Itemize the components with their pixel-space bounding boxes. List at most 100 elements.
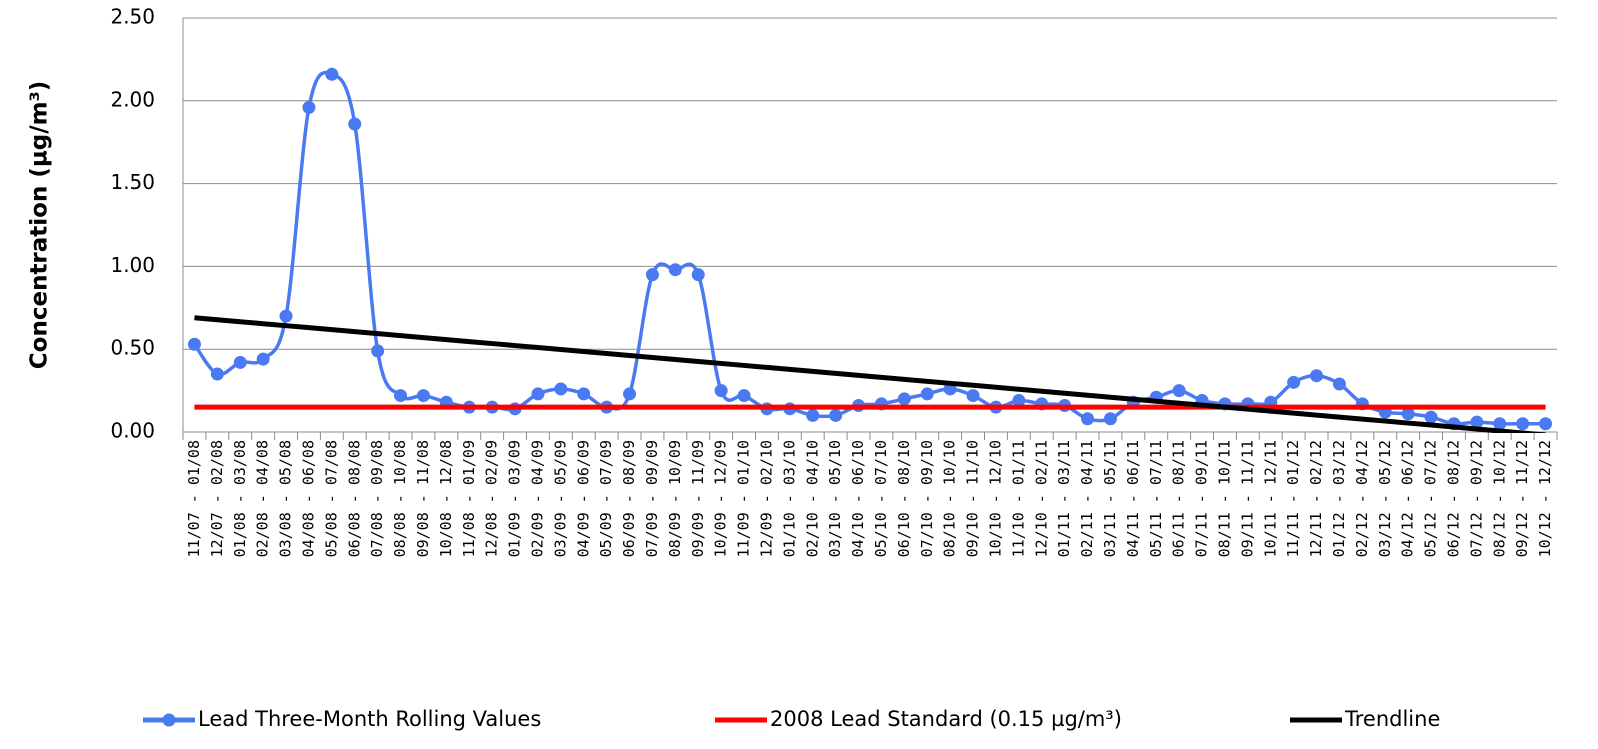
data-point: [348, 117, 362, 131]
data-point: [256, 352, 270, 366]
x-tick-label: 03/08 - 05/08: [277, 440, 295, 557]
data-point: [1493, 417, 1507, 431]
legend-label: 2008 Lead Standard (0.15 µg/m³): [770, 707, 1122, 731]
x-tick-label: 11/08 - 01/09: [460, 440, 478, 557]
x-tick-label: 05/11 - 07/11: [1147, 440, 1165, 557]
x-tick-label: 06/08 - 08/08: [345, 440, 363, 557]
x-tick-label: 05/09 - 07/09: [597, 440, 615, 557]
data-point: [1172, 384, 1186, 398]
x-tick-label: 10/11 - 12/11: [1261, 440, 1279, 557]
data-point: [829, 408, 843, 422]
x-tick-label: 12/11 - 02/12: [1307, 440, 1325, 557]
x-tick-label: 10/10 - 12/10: [986, 440, 1004, 557]
x-tick-label: 01/12 - 03/12: [1330, 440, 1348, 557]
x-tick-label: 08/09 - 10/09: [666, 440, 684, 557]
x-tick-label: 10/09 - 12/09: [712, 440, 730, 557]
plot-series: [187, 67, 1553, 433]
data-point: [806, 408, 820, 422]
data-point: [302, 100, 316, 114]
x-tick-label: 09/10 - 11/10: [964, 440, 982, 557]
data-point: [737, 389, 751, 403]
data-point: [1332, 377, 1346, 391]
x-tick-label: 06/09 - 08/09: [620, 440, 638, 557]
x-tick-label: 01/08 - 03/08: [231, 440, 249, 557]
data-point: [577, 387, 591, 401]
x-tick-label: 03/12 - 05/12: [1376, 440, 1394, 557]
data-point: [210, 367, 224, 381]
data-point: [279, 309, 293, 323]
data-point: [1012, 394, 1026, 408]
data-point: [920, 387, 934, 401]
x-tick-label: 06/12 - 08/12: [1444, 440, 1462, 557]
x-tick-label: 07/09 - 09/09: [643, 440, 661, 557]
x-tick-label: 07/12 - 09/12: [1467, 440, 1485, 557]
x-tick-label: 01/11 - 03/11: [1055, 440, 1073, 557]
data-point: [1424, 410, 1438, 424]
x-tick-label: 12/08 - 02/09: [483, 440, 501, 557]
data-point: [897, 392, 911, 406]
x-tick-label: 02/12 - 04/12: [1353, 440, 1371, 557]
x-tick-label: 11/09 - 01/10: [735, 440, 753, 557]
x-tick-label: 09/08 - 11/08: [414, 440, 432, 557]
y-tick-label: 0.50: [110, 336, 155, 360]
x-tick-label: 05/08 - 07/08: [322, 440, 340, 557]
x-tick-label: 09/11 - 11/11: [1238, 440, 1256, 557]
x-tick-label: 07/10 - 09/10: [918, 440, 936, 557]
data-point: [691, 268, 705, 282]
legend-label: Lead Three-Month Rolling Values: [198, 707, 541, 731]
x-tick-label: 04/11 - 06/11: [1124, 440, 1142, 557]
data-point: [1516, 417, 1530, 431]
x-tick-label: 07/08 - 09/08: [368, 440, 386, 557]
x-tick-label: 07/11 - 09/11: [1193, 440, 1211, 557]
data-point: [233, 355, 247, 369]
x-tick-label: 06/10 - 08/10: [895, 440, 913, 557]
x-tick-label: 06/11 - 08/11: [1170, 440, 1188, 557]
y-tick-label: 2.50: [110, 5, 155, 29]
data-point: [1081, 412, 1095, 426]
data-point: [531, 387, 545, 401]
series-line: [194, 315, 1546, 433]
x-tick-label: 02/10 - 04/10: [803, 440, 821, 557]
y-tick-label: 0.00: [110, 419, 155, 443]
data-point: [1103, 412, 1117, 426]
x-tick-label: 02/08 - 04/08: [254, 440, 272, 557]
x-tick-label: 04/09 - 06/09: [574, 440, 592, 557]
x-tick-label: 03/10 - 05/10: [826, 440, 844, 557]
x-tick-label: 02/11 - 04/11: [1078, 440, 1096, 557]
data-point: [1401, 407, 1415, 421]
x-tick-label: 08/08 - 10/08: [391, 440, 409, 557]
legend-label: Trendline: [1344, 707, 1440, 731]
legend-marker: [162, 713, 176, 727]
y-tick-label: 2.00: [110, 87, 155, 111]
x-tick-label: 08/10 - 10/10: [941, 440, 959, 557]
series-line: [193, 70, 1546, 426]
x-tick-label: 01/09 - 03/09: [506, 440, 524, 557]
y-axis-title: Concentration (µg/m³): [27, 81, 53, 369]
data-point: [623, 387, 637, 401]
data-point: [325, 67, 339, 81]
x-tick-label: 12/10 - 02/11: [1032, 440, 1050, 557]
x-tick-label: 12/07 - 02/08: [208, 440, 226, 557]
x-tick-label: 12/09 - 02/10: [757, 440, 775, 557]
x-tick-label: 01/10 - 03/10: [780, 440, 798, 557]
data-point: [645, 268, 659, 282]
x-tick-label: 03/11 - 05/11: [1101, 440, 1119, 557]
x-tick-label: 11/10 - 01/11: [1009, 440, 1027, 557]
y-tick-label: 1.50: [110, 170, 155, 194]
data-point: [1470, 415, 1484, 429]
x-tick-label: 05/12 - 07/12: [1422, 440, 1440, 557]
data-point: [1287, 375, 1301, 389]
data-point: [416, 389, 430, 403]
x-tick-label: 04/12 - 06/12: [1399, 440, 1417, 557]
x-tick-label: 09/12 - 11/12: [1513, 440, 1531, 557]
data-point: [1539, 417, 1553, 431]
data-point: [187, 337, 201, 351]
data-point: [394, 389, 408, 403]
data-point: [714, 384, 728, 398]
data-point: [966, 389, 980, 403]
x-tick-label: 10/12 - 12/12: [1536, 440, 1554, 557]
x-tick-label: 09/09 - 11/09: [689, 440, 707, 557]
x-tick-label: 08/12 - 10/12: [1490, 440, 1508, 557]
y-tick-label: 1.00: [110, 253, 155, 277]
